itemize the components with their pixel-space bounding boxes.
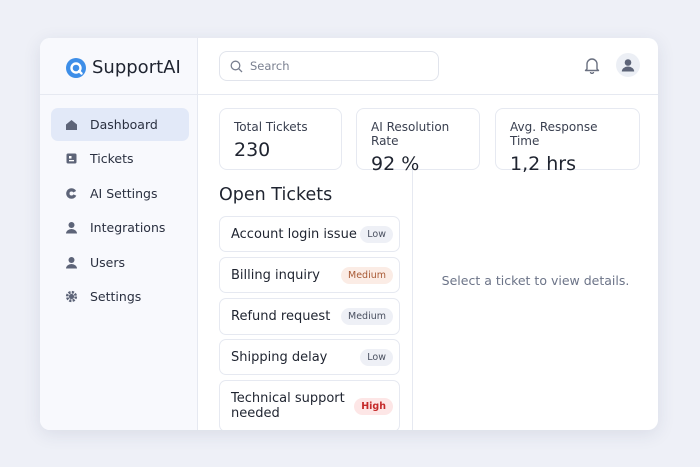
stat-value: 1,2 hrs <box>510 153 577 175</box>
priority-badge: Medium <box>341 308 393 325</box>
stat-value: 230 <box>234 139 271 161</box>
stat-label: Avg. Response Time <box>510 120 598 148</box>
priority-badge: Medium <box>341 266 393 284</box>
nav-icon <box>65 290 78 303</box>
ticket-title: Refund request <box>231 309 331 324</box>
brand-name: SupportAI <box>92 57 181 78</box>
nav-item[interactable]: Settings <box>51 280 189 313</box>
nav-icon <box>66 222 77 234</box>
brand[interactable]: SupportAI <box>66 57 181 78</box>
ticket-title: Billing inquiry <box>231 267 320 283</box>
ticket-title: Shipping delay <box>231 349 328 365</box>
ticket-row[interactable]: Billing inquiry Medium <box>219 257 400 293</box>
nav-item[interactable]: Dashboard <box>51 108 189 141</box>
nav-icon <box>66 257 77 269</box>
app-window: SupportAI Search Open Tickets Account lo… <box>40 38 658 430</box>
nav-icon <box>66 120 77 130</box>
stat-card: AI Resolution Rate 92 % <box>356 108 480 175</box>
nav-label: Integrations <box>90 220 166 235</box>
nav-item[interactable]: AI Settings <box>51 177 189 210</box>
search-box[interactable]: Search <box>219 51 439 81</box>
ticket-row[interactable]: Shipping delay Low <box>219 339 400 375</box>
sidebar <box>40 38 198 430</box>
ticket-row[interactable]: Technical support needed High <box>219 380 400 430</box>
detail-placeholder: Select a ticket to view details. <box>441 273 630 288</box>
nav-label: Settings <box>90 289 142 304</box>
stat-value: 92 % <box>371 153 420 175</box>
nav-label: Dashboard <box>90 117 158 132</box>
search-icon <box>230 60 243 72</box>
stat-label: Total Tickets <box>234 120 308 134</box>
ticket-title: Account login issue <box>231 226 357 242</box>
ticket-list: Account login issue Low Billing inquiry Med… <box>219 216 401 430</box>
nav-icon <box>66 188 78 199</box>
nav-label: Users <box>90 255 126 270</box>
ticket-title: Technical support needed <box>231 391 345 421</box>
section-title: Open Tickets <box>219 185 333 205</box>
user-avatar[interactable] <box>616 53 640 77</box>
search-placeholder: Search <box>250 59 290 73</box>
stat-card: Total Tickets 230 <box>219 108 342 170</box>
priority-badge: High <box>354 397 393 415</box>
divider <box>40 94 198 95</box>
logo-icon <box>66 57 86 78</box>
nav-label: AI Settings <box>90 186 158 201</box>
priority-badge: Low <box>360 225 393 243</box>
ticket-row[interactable]: Refund request Medium <box>219 298 400 335</box>
stat-card: Avg. Response Time 1,2 hrs <box>495 108 640 175</box>
divider <box>412 170 413 430</box>
divider <box>198 94 658 95</box>
ticket-row[interactable]: Account login issue Low <box>219 216 400 252</box>
nav-label: Tickets <box>90 151 134 166</box>
nav-icon <box>66 153 77 164</box>
nav-item[interactable]: Integrations <box>51 211 189 244</box>
nav-item[interactable]: Tickets <box>51 142 189 175</box>
stat-label: AI Resolution Rate <box>371 120 450 148</box>
notifications-button[interactable] <box>584 56 600 74</box>
priority-badge: Low <box>360 348 393 366</box>
nav-item[interactable]: Users <box>51 246 189 279</box>
